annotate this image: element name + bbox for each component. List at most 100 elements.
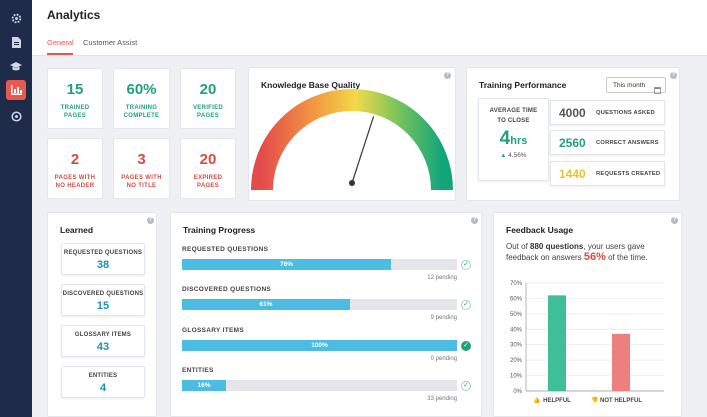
check-circle-icon: ✓ [461, 341, 471, 351]
pending-count: 33 pending [427, 396, 457, 402]
learned-value: 43 [96, 341, 110, 353]
kb-quality-card: Knowledge Base Quality ? [248, 67, 456, 201]
y-tick-label: 10% [510, 374, 523, 380]
learned-item-discovered-questions[interactable]: DISCOVERED QUESTIONS 15 [61, 284, 145, 316]
learned-label: REQUESTED QUESTIONS [63, 250, 143, 256]
learned-item-requested-questions[interactable]: REQUESTED QUESTIONS 38 [61, 243, 145, 275]
metric-value: 1440 [559, 167, 586, 181]
stat-label: VERIFIED PAGES [192, 105, 224, 119]
settings-icon[interactable] [6, 8, 26, 28]
document-icon[interactable] [6, 32, 26, 52]
progress-label: DISCOVERED QUESTIONS [182, 286, 272, 293]
page-title: Analytics [47, 8, 101, 22]
stat-value: 3 [137, 151, 146, 168]
average-time-change: ▲ 4.56% [500, 152, 527, 159]
pending-count: 0 pending [430, 356, 457, 362]
stat-tile-pages-no-title[interactable]: 3 PAGES WITH NO TITLE [113, 138, 170, 199]
y-tick-label: 50% [510, 312, 523, 318]
learned-label: ENTITIES [88, 373, 118, 379]
graduation-cap-icon[interactable] [6, 57, 26, 77]
check-circle-icon: ✓ [461, 260, 471, 270]
tab-customer-assist[interactable]: Customer Assist [83, 38, 138, 47]
info-icon[interactable]: ? [671, 217, 678, 224]
stat-tile-verified-pages[interactable]: 20 VERIFIED PAGES [180, 68, 236, 129]
metric-requests-created[interactable]: 1440 REQUESTS CREATED [550, 161, 665, 186]
metric-questions-asked[interactable]: 4000 QUESTIONS ASKED [550, 100, 665, 125]
card-title: Knowledge Base Quality [261, 80, 361, 90]
average-time-label: AVERAGE TIME TO CLOSE [489, 108, 538, 124]
thumbs-up-icon: 👍 [533, 396, 540, 404]
stat-value: 20 [199, 151, 217, 168]
average-time-box: AVERAGE TIME TO CLOSE 4hrs ▲ 4.56% [478, 98, 549, 181]
metric-value: 2560 [559, 136, 586, 150]
info-icon[interactable]: ? [147, 217, 154, 224]
learned-item-glossary-items[interactable]: GLOSSARY ITEMS 43 [61, 325, 145, 357]
card-title: Learned [60, 225, 94, 235]
learned-value: 38 [96, 259, 110, 271]
y-tick-label: 40% [510, 327, 523, 333]
x-tick-label: HELPFUL [543, 398, 571, 404]
check-circle-icon: ✓ [461, 300, 471, 310]
stat-label: TRAINED PAGES [60, 105, 90, 119]
metric-label: QUESTIONS ASKED [596, 110, 655, 116]
top-bar: Analytics General Customer Assist [32, 0, 707, 56]
check-circle-icon: ✓ [461, 381, 471, 391]
info-icon[interactable]: ? [471, 217, 478, 224]
active-tab-indicator [47, 53, 73, 55]
card-title: Training Performance [479, 80, 567, 90]
info-icon[interactable]: ? [670, 72, 677, 79]
stat-label: PAGES WITH NO TITLE [121, 175, 162, 189]
learned-value: 4 [99, 382, 107, 394]
learned-label: DISCOVERED QUESTIONS [62, 291, 144, 297]
progress-label: GLOSSARY ITEMS [182, 327, 244, 334]
gauge-needle [351, 116, 375, 184]
progress-bar-track: 100% [182, 340, 457, 351]
pending-count: 12 pending [427, 275, 457, 281]
y-tick-label: 0% [513, 389, 522, 395]
feedback-usage-card: Feedback Usage ? Out of 880 questions, y… [493, 212, 682, 417]
learned-value: 15 [96, 300, 110, 312]
calendar-icon [654, 81, 661, 99]
progress-bar-fill: 100% [182, 340, 457, 351]
progress-bar-track: 16% [182, 380, 457, 391]
period-select[interactable]: This month [606, 77, 666, 94]
arrow-up-icon: ▲ [500, 153, 507, 159]
chat-bubble-icon[interactable] [6, 106, 26, 126]
progress-row-entities: ENTITIES 16% 33 pending ✓ [182, 367, 471, 402]
stat-label: EXPIRED PAGES [193, 175, 223, 189]
metric-label: REQUESTS CREATED [596, 171, 661, 177]
learned-label: GLOSSARY ITEMS [74, 332, 132, 338]
stat-tile-trained-pages[interactable]: 15 TRAINED PAGES [47, 68, 103, 129]
metric-label: CORRECT ANSWERS [596, 140, 659, 146]
analytics-icon[interactable] [6, 80, 26, 100]
stat-value: 15 [66, 81, 84, 98]
thumbs-down-icon: 👎 [591, 396, 598, 404]
progress-row-discovered-questions: DISCOVERED QUESTIONS 61% 9 pending ✓ [182, 286, 471, 321]
card-title: Training Progress [183, 225, 256, 235]
period-value: This month [613, 82, 646, 89]
stat-label: TRAINING COMPLETE [123, 105, 160, 119]
tab-general[interactable]: General [47, 38, 74, 47]
learned-item-entities[interactable]: ENTITIES 4 [61, 366, 145, 398]
stat-value: 2 [70, 151, 80, 168]
progress-bar-fill: 16% [182, 380, 226, 391]
feedback-summary: Out of 880 questions, your users gave fe… [506, 242, 648, 263]
stat-tile-training-complete[interactable]: 60% TRAINING COMPLETE [113, 68, 170, 129]
progress-row-glossary-items: GLOSSARY ITEMS 100% 0 pending ✓ [182, 327, 471, 362]
pending-count: 9 pending [430, 315, 457, 321]
gauge-arc [251, 89, 453, 191]
y-tick-label: 30% [510, 343, 523, 349]
stat-tile-pages-no-header[interactable]: 2 PAGES WITH NO HEADER [47, 138, 103, 199]
stat-tile-expired-pages[interactable]: 20 EXPIRED PAGES [180, 138, 236, 199]
bar-helpful [548, 295, 566, 391]
quality-gauge [251, 89, 453, 191]
average-time-value: 4hrs [499, 128, 528, 149]
bar-not-helpful [612, 333, 630, 391]
metric-correct-answers[interactable]: 2560 CORRECT ANSWERS [550, 130, 665, 155]
info-icon[interactable]: ? [444, 72, 451, 79]
gauge-pivot [349, 180, 355, 186]
progress-bar-track: 76% [182, 259, 457, 270]
y-tick-label: 60% [510, 296, 523, 302]
progress-bar-fill: 76% [182, 259, 391, 270]
feedback-bar-chart: 0% 10% 20% 30% 40% 50% 60% 70% HELPFUL👍 NOT HELPF… [510, 281, 664, 404]
